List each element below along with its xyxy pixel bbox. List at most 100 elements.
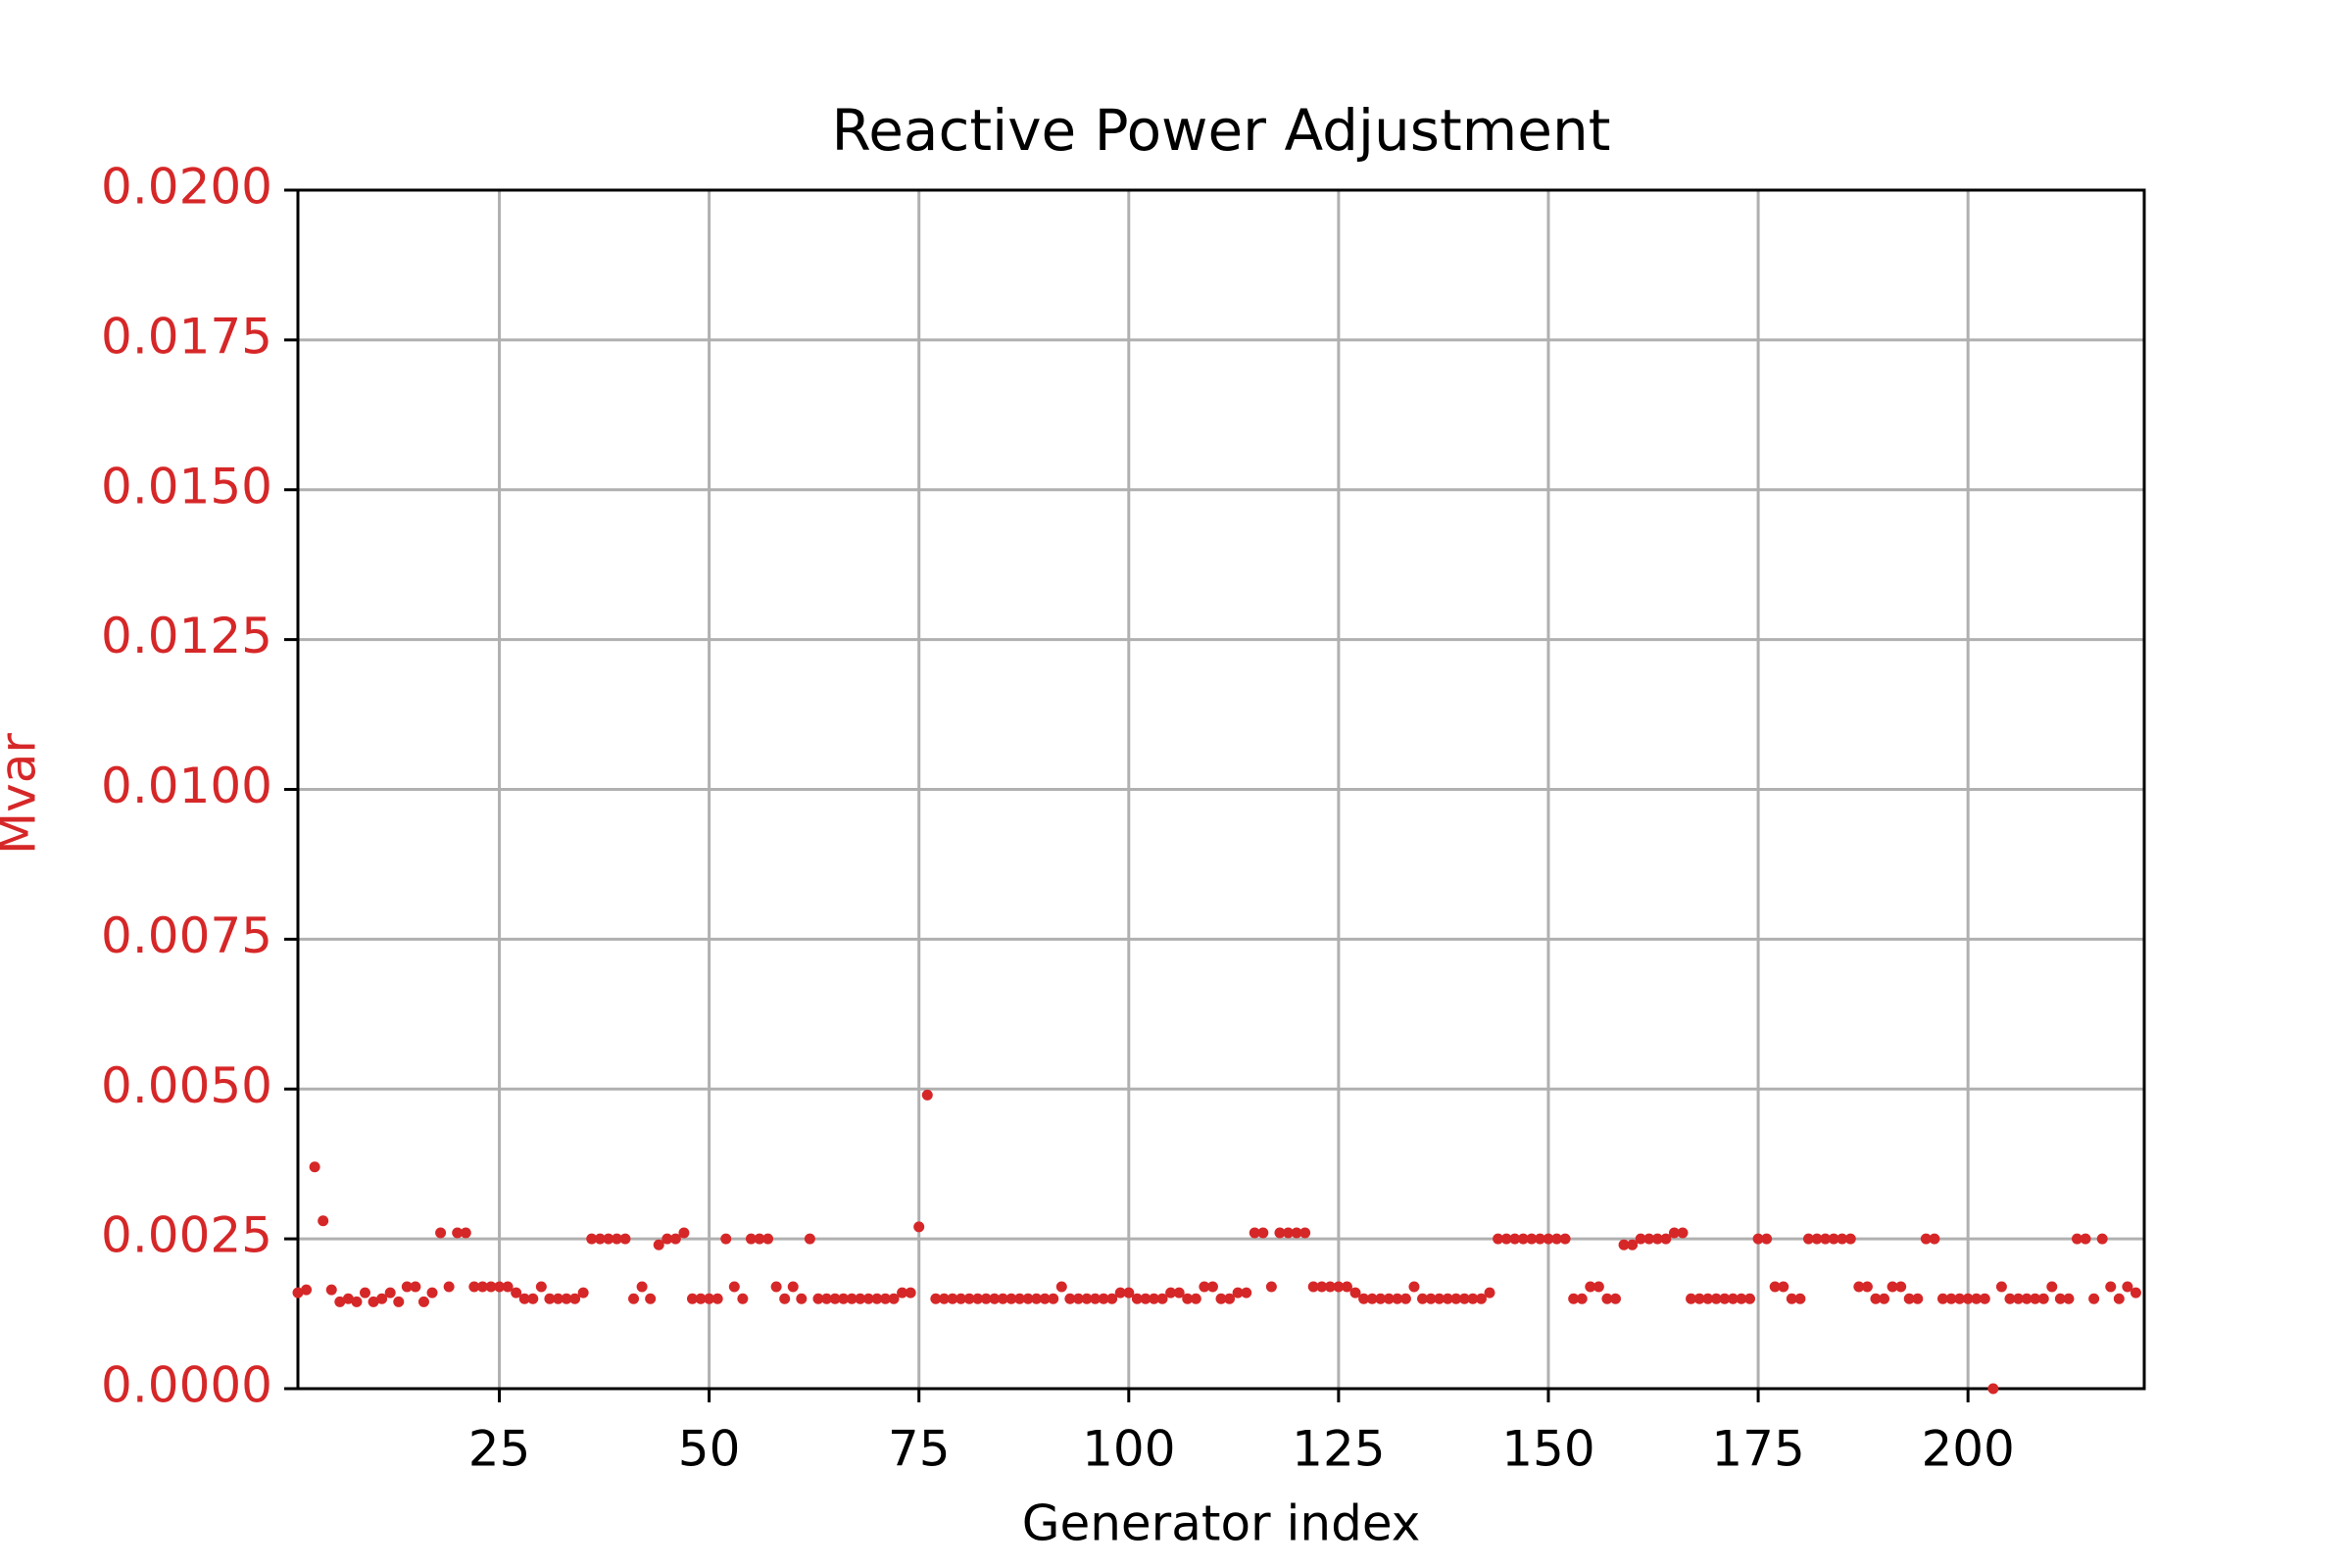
- point: [1702, 1293, 1714, 1304]
- point: [1316, 1281, 1328, 1293]
- point: [1199, 1281, 1210, 1293]
- point: [1601, 1293, 1613, 1304]
- point: [2037, 1293, 2049, 1304]
- point: [1853, 1281, 1865, 1293]
- point: [2030, 1293, 2041, 1304]
- point: [897, 1287, 908, 1298]
- point: [2071, 1233, 2082, 1245]
- point: [292, 1287, 304, 1298]
- point: [1475, 1293, 1487, 1304]
- y-tick-label: 0.0125: [101, 608, 272, 664]
- point: [871, 1293, 883, 1304]
- point: [360, 1287, 371, 1298]
- point: [1383, 1293, 1395, 1304]
- point: [1677, 1227, 1689, 1239]
- x-axis-label: Generator index: [1022, 1495, 1421, 1552]
- point: [301, 1284, 313, 1296]
- x-tick-label: 175: [1711, 1421, 1804, 1478]
- point: [1173, 1287, 1185, 1298]
- point: [334, 1296, 346, 1307]
- point: [1995, 1281, 2007, 1293]
- point: [745, 1233, 757, 1245]
- point: [846, 1293, 858, 1304]
- point: [695, 1293, 707, 1304]
- point: [821, 1293, 833, 1304]
- point: [1081, 1293, 1093, 1304]
- point: [1686, 1293, 1697, 1304]
- point: [711, 1293, 723, 1304]
- point: [603, 1233, 614, 1245]
- point: [1627, 1239, 1639, 1250]
- point: [1979, 1293, 1990, 1304]
- point: [1408, 1281, 1420, 1293]
- point: [544, 1293, 556, 1304]
- point: [1719, 1293, 1731, 1304]
- point: [318, 1215, 329, 1227]
- point: [796, 1293, 808, 1304]
- point: [1861, 1281, 1873, 1293]
- point: [1962, 1293, 1974, 1304]
- point: [1820, 1233, 1832, 1245]
- point: [956, 1293, 967, 1304]
- point: [1299, 1227, 1311, 1239]
- point: [628, 1293, 640, 1304]
- point: [586, 1233, 598, 1245]
- y-tick-label: 0.0200: [101, 159, 272, 216]
- point: [997, 1293, 1008, 1304]
- point: [1493, 1233, 1504, 1245]
- point: [384, 1287, 396, 1298]
- point: [1392, 1293, 1403, 1304]
- point: [980, 1293, 992, 1304]
- point: [1031, 1293, 1043, 1304]
- point: [1090, 1293, 1102, 1304]
- point: [502, 1281, 514, 1293]
- point: [2113, 1293, 2125, 1304]
- point: [1660, 1233, 1672, 1245]
- point: [435, 1227, 447, 1239]
- point: [2080, 1233, 2091, 1245]
- point: [645, 1293, 657, 1304]
- point: [1509, 1233, 1521, 1245]
- point: [1048, 1293, 1059, 1304]
- point: [1954, 1293, 1966, 1304]
- point: [1283, 1227, 1295, 1239]
- point: [1425, 1293, 1437, 1304]
- point: [1291, 1227, 1302, 1239]
- point: [1744, 1293, 1756, 1304]
- x-tick-label: 75: [888, 1421, 951, 1478]
- point: [1693, 1293, 1705, 1304]
- point: [351, 1296, 363, 1307]
- x-tick-label: 100: [1082, 1421, 1175, 1478]
- point: [569, 1293, 581, 1304]
- point: [855, 1293, 866, 1304]
- point: [1064, 1293, 1076, 1304]
- point: [1114, 1287, 1126, 1298]
- point: [1123, 1287, 1135, 1298]
- point: [972, 1293, 984, 1304]
- point: [1224, 1293, 1236, 1304]
- plot-frame: [296, 188, 2146, 1391]
- x-tick-label: 200: [1921, 1421, 2014, 1478]
- point: [1802, 1233, 1814, 1245]
- point: [561, 1293, 572, 1304]
- point: [1232, 1287, 1244, 1298]
- point: [1568, 1293, 1580, 1304]
- point: [1434, 1293, 1446, 1304]
- point: [1307, 1281, 1319, 1293]
- point: [829, 1293, 841, 1304]
- point: [417, 1296, 429, 1307]
- point: [1886, 1281, 1898, 1293]
- point: [989, 1293, 1001, 1304]
- point: [678, 1227, 690, 1239]
- point: [527, 1293, 539, 1304]
- point: [1903, 1293, 1915, 1304]
- point: [1349, 1287, 1361, 1298]
- y-tick-label: 0.0075: [101, 907, 272, 964]
- point: [913, 1221, 925, 1233]
- point: [704, 1293, 715, 1304]
- point: [1013, 1293, 1025, 1304]
- point: [1618, 1239, 1630, 1250]
- point: [1710, 1293, 1722, 1304]
- x-tick-label: 25: [468, 1421, 531, 1478]
- point: [2122, 1281, 2133, 1293]
